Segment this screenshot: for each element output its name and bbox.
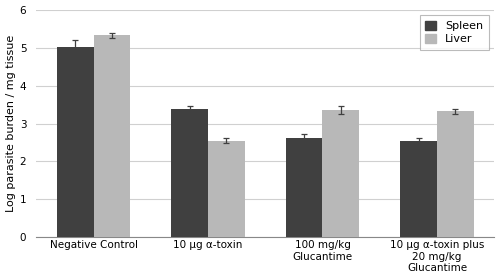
Bar (208, 141, 244, 237)
Legend: Spleen, Liver: Spleen, Liver (420, 15, 489, 50)
Bar (94, 35, 130, 237)
Bar (286, 138, 323, 237)
Bar (322, 110, 359, 237)
Bar (437, 111, 474, 237)
Bar (400, 141, 437, 237)
Y-axis label: Log parasite burden / mg tissue: Log parasite burden / mg tissue (6, 35, 16, 212)
Bar (57, 47, 94, 237)
Bar (172, 109, 208, 237)
